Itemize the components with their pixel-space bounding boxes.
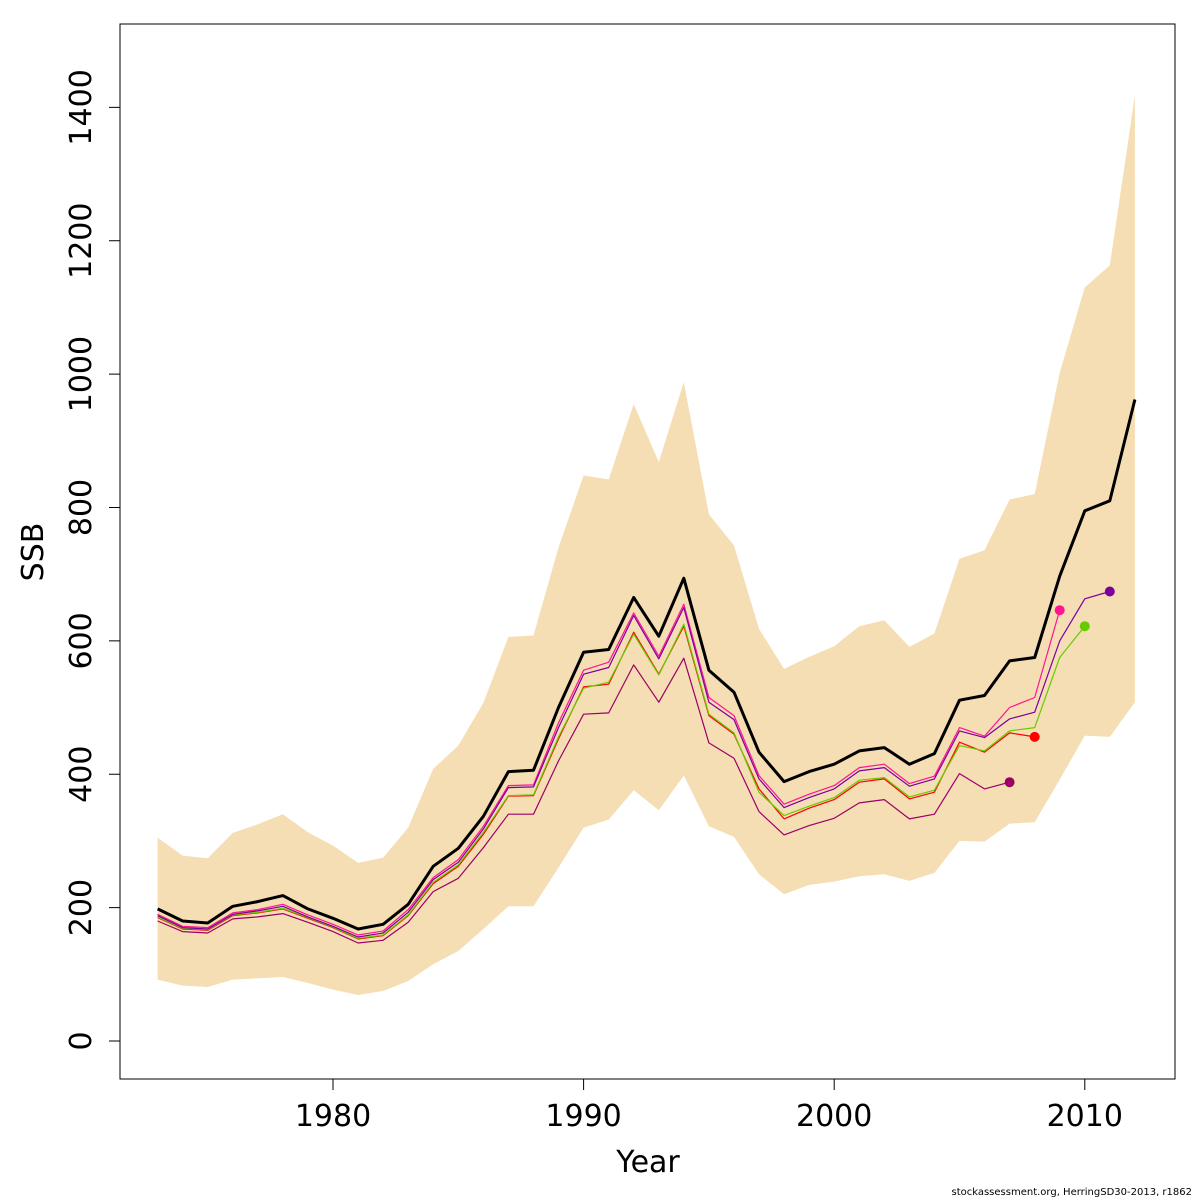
y-tick-label: 400: [64, 746, 99, 803]
y-axis-title: SSB: [16, 523, 51, 582]
confidence-band: [157, 95, 1135, 995]
series-line-6: [157, 590, 1110, 938]
endpoint-point-1: [1004, 777, 1015, 788]
endpoint-point-5: [1104, 586, 1115, 597]
y-tick-label: 1400: [64, 69, 99, 145]
endpoint-markers: [1004, 586, 1115, 788]
series-line-2: [157, 657, 1010, 944]
endpoint-point-4: [1079, 621, 1090, 632]
y-axis: 0 200 400 600 800 1000 1200 1400: [64, 69, 121, 1051]
y-tick-label: 1000: [64, 336, 99, 412]
y-tick-label: 200: [64, 879, 99, 936]
endpoint-point-3: [1054, 605, 1065, 616]
y-tick-label: 600: [64, 612, 99, 669]
y-tick-label: 0: [64, 1031, 99, 1050]
series-line-4: [157, 603, 1061, 936]
series-line-1: [156, 399, 1137, 931]
footer-credit: stockassessment.org, HerringSD30-2013, r…: [951, 1187, 1192, 1198]
series-line-5: [157, 623, 1086, 939]
y-tick-label: 800: [64, 479, 99, 536]
y-tick-label: 1200: [64, 203, 99, 279]
confidence-band-layer: [157, 95, 1135, 995]
x-tick-label: 1980: [295, 1099, 371, 1134]
x-axis: 1980 1990 2000 2010: [295, 1078, 1123, 1134]
x-axis-title: Year: [615, 1145, 680, 1180]
x-tick-label: 2010: [1047, 1099, 1123, 1134]
series-layer: [156, 399, 1137, 944]
x-tick-label: 2000: [796, 1099, 872, 1134]
endpoint-point-2: [1029, 731, 1040, 742]
x-tick-label: 1990: [545, 1099, 621, 1134]
